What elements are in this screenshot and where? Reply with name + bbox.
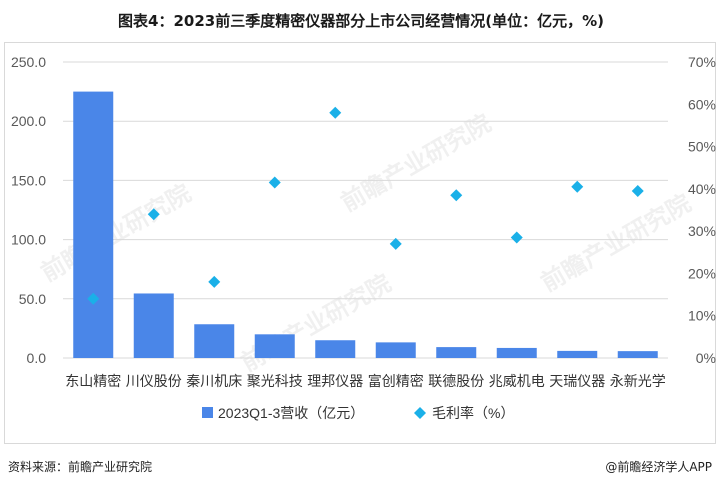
scatter-point-margin bbox=[87, 292, 100, 305]
x-axis-category-label: 理邦仪器 bbox=[307, 373, 363, 389]
x-axis-category-label: 联德股份 bbox=[428, 373, 484, 389]
scatter-point-margin bbox=[268, 176, 281, 189]
y-axis-right-tick-label: 0% bbox=[696, 350, 716, 366]
x-axis-category-label: 富创精密 bbox=[368, 373, 424, 389]
bar-revenue bbox=[73, 91, 114, 358]
legend-swatch-revenue bbox=[202, 407, 213, 418]
y-axis-right-tick-label: 50% bbox=[688, 139, 716, 155]
y-axis-left-tick-label: 250.0 bbox=[11, 54, 46, 70]
scatter-point-margin bbox=[389, 237, 402, 250]
bar-revenue bbox=[194, 324, 235, 358]
bar-revenue bbox=[436, 347, 477, 358]
x-axis-category-label: 天瑞仪器 bbox=[549, 373, 605, 389]
bar-revenue bbox=[617, 351, 658, 358]
bar-revenue bbox=[557, 350, 598, 358]
watermark-text: 前瞻产业研究院 bbox=[36, 179, 195, 287]
scatter-point-margin bbox=[450, 189, 463, 202]
x-axis-category-label: 兆威机电 bbox=[489, 373, 545, 389]
chart-title: 图表4：2023前三季度精密仪器部分上市公司经营情况(单位：亿元，%) bbox=[118, 12, 604, 30]
y-axis-right-tick-label: 10% bbox=[688, 308, 716, 324]
bar-revenue bbox=[133, 293, 174, 358]
chart-frame bbox=[4, 42, 716, 444]
y-axis-right-tick-label: 70% bbox=[688, 54, 716, 70]
y-axis-right-tick-label: 30% bbox=[688, 223, 716, 239]
y-axis-left-tick-label: 150.0 bbox=[11, 172, 46, 188]
y-axis-right-tick-label: 40% bbox=[688, 181, 716, 197]
bar-revenue bbox=[315, 340, 356, 358]
scatter-point-margin bbox=[208, 275, 221, 288]
legend-label-revenue: 2023Q1-3营收（亿元） bbox=[218, 405, 364, 421]
x-axis-category-label: 聚光科技 bbox=[247, 373, 303, 389]
bar-revenue bbox=[375, 342, 416, 358]
y-axis-left-tick-label: 100.0 bbox=[11, 232, 46, 248]
brand-note: @前瞻经济学人APP bbox=[605, 460, 712, 474]
bar-revenue bbox=[254, 334, 295, 358]
x-axis-category-label: 川仪股份 bbox=[126, 373, 182, 389]
legend-label-margin: 毛利率（%） bbox=[432, 405, 514, 421]
scatter-point-margin bbox=[329, 106, 342, 119]
bar-revenue bbox=[496, 347, 537, 358]
combo-chart: 前瞻产业研究院前瞻产业研究院前瞻产业研究院前瞻产业研究院0.050.0100.0… bbox=[11, 54, 716, 421]
x-axis-category-label: 永新光学 bbox=[610, 373, 666, 389]
y-axis-left-tick-label: 50.0 bbox=[19, 291, 46, 307]
y-axis-right-tick-label: 60% bbox=[688, 96, 716, 112]
y-axis-right-tick-label: 20% bbox=[688, 265, 716, 281]
watermark-text: 前瞻产业研究院 bbox=[336, 109, 495, 217]
scatter-point-margin bbox=[571, 180, 584, 193]
y-axis-left-tick-label: 200.0 bbox=[11, 113, 46, 129]
x-axis-category-label: 秦川机床 bbox=[186, 373, 242, 389]
x-axis-category-label: 东山精密 bbox=[65, 373, 121, 389]
scatter-point-margin bbox=[631, 184, 644, 197]
legend-swatch-margin bbox=[414, 407, 426, 419]
watermark-text: 前瞻产业研究院 bbox=[536, 189, 695, 297]
y-axis-left-tick-label: 0.0 bbox=[27, 350, 47, 366]
watermark-text: 前瞻产业研究院 bbox=[236, 269, 395, 377]
scatter-point-margin bbox=[147, 208, 160, 221]
scatter-point-margin bbox=[510, 231, 523, 244]
source-note: 资料来源：前瞻产业研究院 bbox=[8, 460, 153, 474]
